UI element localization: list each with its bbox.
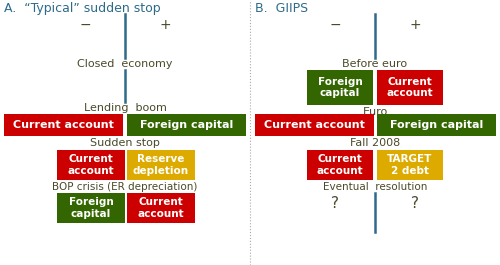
Text: Current
account: Current account [316,154,364,176]
Text: BOP crisis (ER depreciation): BOP crisis (ER depreciation) [52,182,198,192]
Text: Current account: Current account [264,120,365,130]
FancyBboxPatch shape [4,114,123,136]
FancyBboxPatch shape [57,193,125,223]
Text: Current
account: Current account [138,197,184,219]
Text: Foreign
capital: Foreign capital [68,197,114,219]
FancyBboxPatch shape [377,150,443,180]
Text: ?: ? [331,196,339,211]
Text: ?: ? [411,196,419,211]
Text: +: + [159,18,171,32]
FancyBboxPatch shape [127,150,195,180]
Text: Euro: Euro [362,107,388,117]
FancyBboxPatch shape [307,150,373,180]
Text: Eventual  resolution: Eventual resolution [323,182,427,192]
Text: −: − [329,18,341,32]
FancyBboxPatch shape [255,114,374,136]
Text: Before euro: Before euro [342,59,407,69]
Text: Lending  boom: Lending boom [84,103,166,113]
Text: Fall 2008: Fall 2008 [350,138,400,148]
Text: TARGET
2 debt: TARGET 2 debt [388,154,432,176]
FancyBboxPatch shape [57,150,125,180]
Text: Current account: Current account [13,120,114,130]
Text: B.  GIIPS: B. GIIPS [255,2,308,15]
Text: −: − [79,18,91,32]
Text: Foreign capital: Foreign capital [390,120,483,130]
Text: Sudden stop: Sudden stop [90,138,160,148]
FancyBboxPatch shape [127,114,246,136]
FancyBboxPatch shape [377,70,443,105]
Text: Reserve
depletion: Reserve depletion [133,154,189,176]
Text: Foreign
capital: Foreign capital [318,77,362,98]
Text: Current
account: Current account [386,77,434,98]
FancyBboxPatch shape [307,70,373,105]
Text: A.  “Typical” sudden stop: A. “Typical” sudden stop [4,2,160,15]
Text: +: + [409,18,421,32]
FancyBboxPatch shape [127,193,195,223]
Text: Foreign capital: Foreign capital [140,120,233,130]
Text: Current
account: Current account [68,154,114,176]
Text: Closed  economy: Closed economy [77,59,173,69]
FancyBboxPatch shape [377,114,496,136]
